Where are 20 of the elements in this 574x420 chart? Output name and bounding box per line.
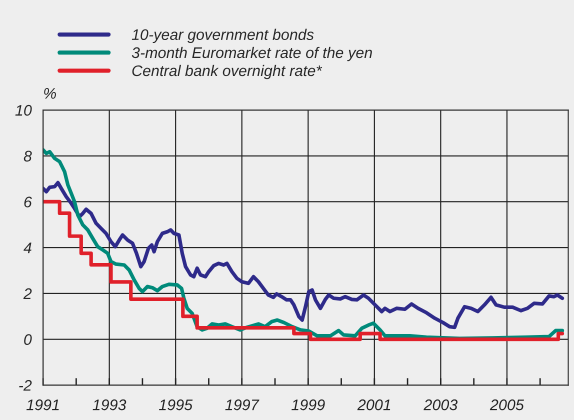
legend-label: Central bank overnight rate* — [132, 64, 322, 80]
x-tick-label: 2001 — [357, 399, 390, 410]
x-tick-label: 2005 — [490, 399, 524, 410]
y-tick-label: 0 — [24, 334, 32, 345]
x-tick-label: 2003 — [424, 399, 458, 410]
x-tick-label: 1999 — [292, 399, 325, 410]
x-tick-label: 1997 — [225, 399, 260, 410]
y-tick-label: 4 — [24, 242, 32, 254]
x-tick-label: 1993 — [92, 399, 126, 410]
y-tick-label: 2 — [23, 288, 32, 299]
x-tick-label: 1991 — [26, 399, 59, 410]
legend-label: 3-month Euromarket rate of the yen — [132, 46, 372, 62]
legend-label: 10-year government bonds — [132, 28, 314, 44]
x-tick-label: 1995 — [159, 399, 193, 410]
y-tick-label: -2 — [19, 380, 32, 391]
y-tick-label: 10 — [15, 104, 32, 116]
line-series — [43, 180, 564, 330]
y-tick-label: 8 — [24, 150, 32, 162]
y-axis-title: % — [44, 88, 56, 99]
y-tick-label: 6 — [24, 196, 32, 208]
